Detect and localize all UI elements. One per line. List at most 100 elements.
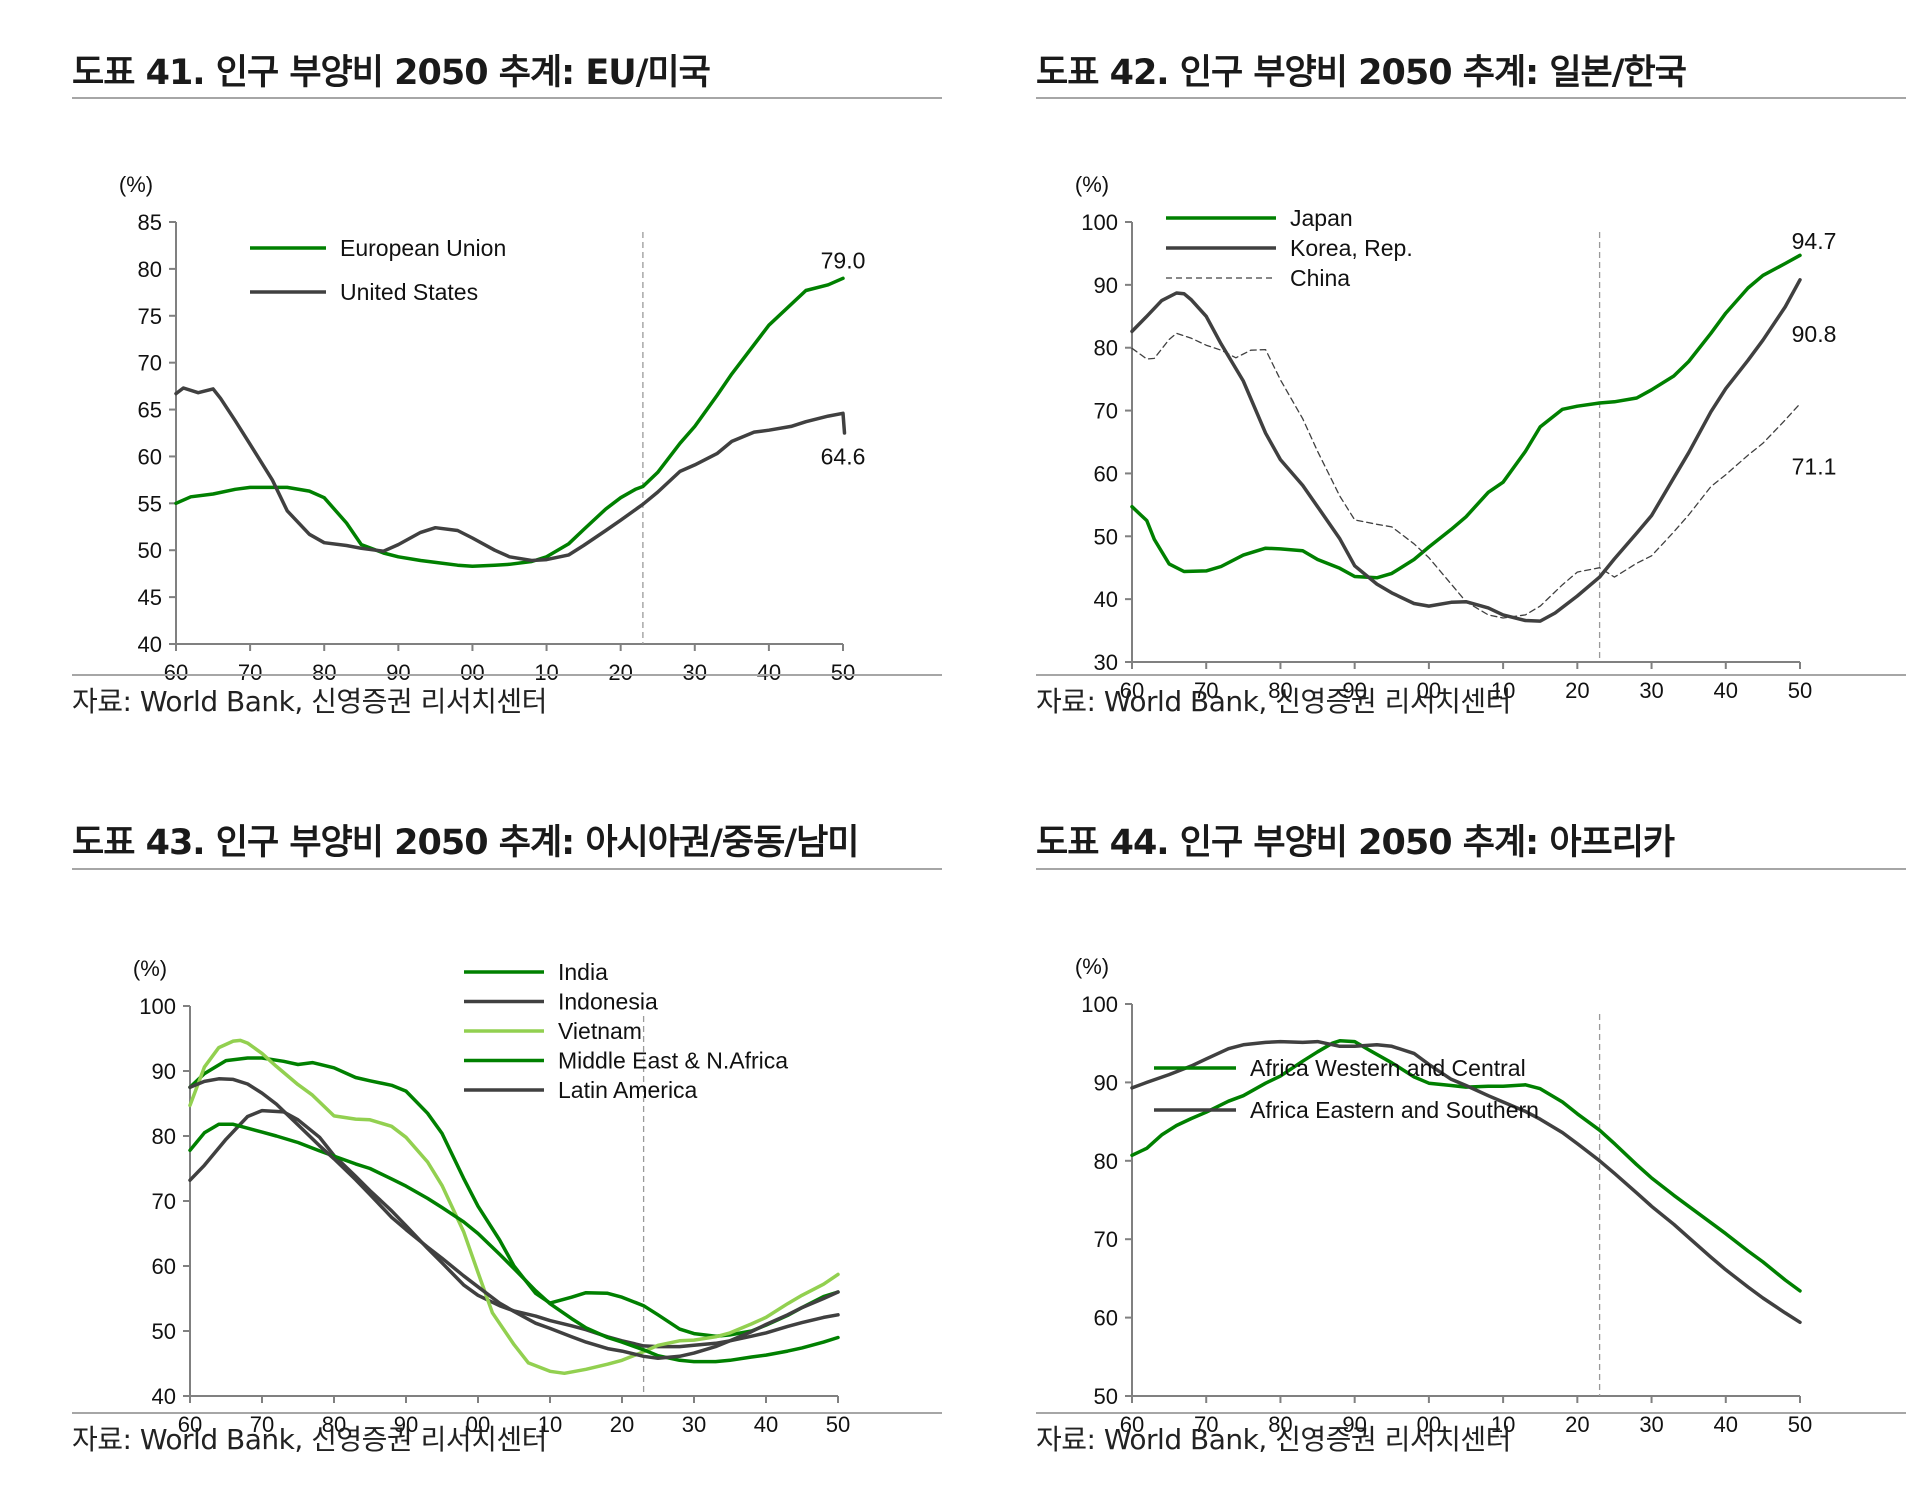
x-tick-label: 80 xyxy=(312,660,336,685)
x-tick-label: 10 xyxy=(538,1412,562,1437)
y-tick-label: 30 xyxy=(1094,650,1118,675)
unit-label: (%) xyxy=(1075,954,1109,979)
x-tick-label: 10 xyxy=(1491,1412,1515,1437)
legend-label: India xyxy=(558,959,608,985)
panel-title: 도표 41. 인구 부양비 2050 추계: EU/미국 xyxy=(72,53,711,93)
x-tick-label: 80 xyxy=(322,1412,346,1437)
y-tick-label: 50 xyxy=(1094,524,1118,549)
x-tick-label: 40 xyxy=(757,660,781,685)
unit-label: (%) xyxy=(1075,172,1109,197)
legend-label: China xyxy=(1290,265,1350,291)
source-divider xyxy=(72,674,942,676)
y-tick-label: 70 xyxy=(138,351,162,376)
x-tick-label: 70 xyxy=(1194,1412,1218,1437)
x-tick-label: 30 xyxy=(683,660,707,685)
y-tick-label: 100 xyxy=(1081,210,1118,235)
panel-title: 도표 43. 인구 부양비 2050 추계: 아시아권/중동/남미 xyxy=(72,823,859,863)
y-tick-label: 75 xyxy=(138,304,162,329)
y-tick-label: 80 xyxy=(1094,336,1118,361)
legend-label: European Union xyxy=(340,235,506,261)
x-tick-label: 60 xyxy=(178,1412,202,1437)
legend-label: Middle East & N.Africa xyxy=(558,1048,788,1074)
x-tick-label: 80 xyxy=(1268,678,1292,703)
series-line-0 xyxy=(1130,1039,1802,1293)
x-tick-label: 20 xyxy=(610,1412,634,1437)
data-label: 71.1 xyxy=(1792,454,1837,480)
source-divider xyxy=(72,1412,942,1414)
y-tick-label: 70 xyxy=(152,1189,176,1214)
y-tick-label: 60 xyxy=(1094,461,1118,486)
x-tick-label: 20 xyxy=(1565,1412,1589,1437)
source-note: 자료: World Bank, 신영증권 리서치센터 xyxy=(72,1423,547,1456)
x-tick-label: 50 xyxy=(826,1412,850,1437)
y-tick-label: 50 xyxy=(152,1319,176,1344)
unit-label: (%) xyxy=(133,956,167,981)
x-tick-label: 70 xyxy=(238,660,262,685)
y-tick-label: 70 xyxy=(1094,399,1118,424)
legend-label: Africa Western and Central xyxy=(1250,1055,1526,1081)
x-tick-label: 10 xyxy=(534,660,558,685)
legend-label: Indonesia xyxy=(558,989,658,1015)
legend-label: Latin America xyxy=(558,1077,698,1103)
series-line-2 xyxy=(188,1038,840,1376)
x-tick-label: 00 xyxy=(1417,1412,1441,1437)
data-label: 79.0 xyxy=(821,247,866,273)
series-line-4 xyxy=(188,1077,840,1361)
x-tick-label: 30 xyxy=(1639,1412,1663,1437)
x-tick-label: 40 xyxy=(1714,678,1738,703)
legend-label: Japan xyxy=(1290,205,1353,231)
x-tick-label: 50 xyxy=(831,660,855,685)
x-tick-label: 40 xyxy=(754,1412,778,1437)
y-tick-label: 40 xyxy=(138,632,162,657)
chart-dependency-eu-us: (%) 40 45 50 55 60 65 70 75 80 85 60 70 80 90 00 10 20 30 4… xyxy=(119,172,866,685)
x-tick-label: 90 xyxy=(386,660,410,685)
x-tick-label: 00 xyxy=(466,1412,490,1437)
panel-title: 도표 42. 인구 부양비 2050 추계: 일본/한국 xyxy=(1036,53,1687,93)
unit-label: (%) xyxy=(119,172,153,197)
legend-label: Korea, Rep. xyxy=(1290,235,1413,261)
chart-dependency-asia-mideast-latam: (%) 40 50 60 70 80 90 100 60 70 80 90 00 10 20 30 40 50 In… xyxy=(133,956,850,1437)
data-label: 90.8 xyxy=(1792,321,1837,347)
y-tick-label: 85 xyxy=(138,210,162,235)
source-note: 자료: World Bank, 신영증권 리서치센터 xyxy=(1036,1423,1511,1456)
series-line-1 xyxy=(1130,278,1802,623)
title-divider xyxy=(1036,97,1906,99)
title-divider xyxy=(72,868,942,870)
x-tick-label: 50 xyxy=(1788,1412,1812,1437)
y-tick-label: 45 xyxy=(138,585,162,610)
title-divider xyxy=(72,97,942,99)
y-tick-label: 60 xyxy=(1094,1306,1118,1331)
x-tick-label: 20 xyxy=(608,660,632,685)
source-divider xyxy=(1036,1412,1906,1414)
x-tick-label: 60 xyxy=(164,660,188,685)
x-tick-label: 20 xyxy=(1565,678,1589,703)
y-tick-label: 100 xyxy=(1081,992,1118,1017)
panel-title: 도표 44. 인구 부양비 2050 추계: 아프리카 xyxy=(1036,823,1675,863)
chart-dependency-japan-korea: (%) 30 40 50 60 70 80 90 100 60 70 80 90 00 10 20 30 40 50… xyxy=(1075,172,1837,703)
x-tick-label: 40 xyxy=(1714,1412,1738,1437)
y-tick-label: 90 xyxy=(152,1059,176,1084)
y-tick-label: 80 xyxy=(152,1124,176,1149)
x-tick-label: 50 xyxy=(1788,678,1812,703)
y-tick-label: 50 xyxy=(138,538,162,563)
title-divider xyxy=(1036,868,1906,870)
y-tick-label: 60 xyxy=(152,1254,176,1279)
y-tick-label: 55 xyxy=(138,491,162,516)
series-line-3 xyxy=(188,1122,840,1364)
y-tick-label: 100 xyxy=(139,994,176,1019)
data-label: 64.6 xyxy=(821,443,866,469)
y-tick-label: 60 xyxy=(138,444,162,469)
series-line-1 xyxy=(174,386,847,563)
series-line-2 xyxy=(1131,332,1801,619)
series-line-0 xyxy=(174,276,845,568)
x-tick-label: 90 xyxy=(1342,1412,1366,1437)
y-tick-label: 80 xyxy=(1094,1149,1118,1174)
y-tick-label: 65 xyxy=(138,398,162,423)
y-tick-label: 40 xyxy=(152,1384,176,1409)
y-tick-label: 90 xyxy=(1094,273,1118,298)
legend-label: Africa Eastern and Southern xyxy=(1250,1097,1539,1123)
x-tick-label: 30 xyxy=(682,1412,706,1437)
source-divider xyxy=(1036,674,1906,676)
source-note: 자료: World Bank, 신영증권 리서치센터 xyxy=(1036,685,1511,718)
